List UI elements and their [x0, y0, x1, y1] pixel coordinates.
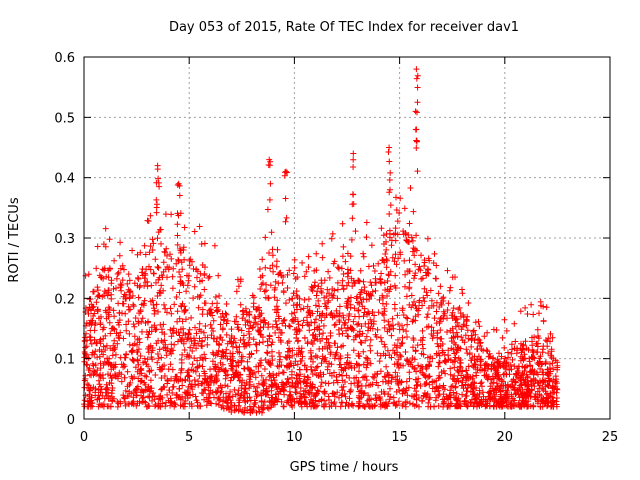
x-tick-label: 10: [286, 430, 303, 445]
chart-title: Day 053 of 2015, Rate Of TEC Index for r…: [169, 20, 519, 35]
y-tick-label: 0: [67, 413, 75, 428]
y-tick-label: 0.5: [54, 111, 75, 126]
x-tick-label: 0: [80, 430, 88, 445]
y-tick-label: 0.6: [54, 51, 75, 66]
y-tick-label: 0.1: [54, 353, 75, 368]
x-tick-label: 5: [185, 430, 193, 445]
axis-ticks: [83, 56, 611, 420]
y-tick-label: 0.2: [54, 292, 75, 307]
y-tick-label: 0.3: [54, 232, 75, 247]
data-points: [81, 66, 561, 416]
x-axis-label: GPS time / hours: [290, 460, 399, 475]
roti-scatter-points: [81, 66, 561, 416]
x-tick-label: 25: [602, 430, 619, 445]
y-axis-label: ROTI / TECUs: [7, 197, 22, 282]
x-tick-label: 20: [497, 430, 514, 445]
tick-labels: 0 0.1 0.2 0.3 0.4 0.5 0.6 0 5 10 15 20 25: [54, 51, 618, 445]
y-tick-label: 0.4: [54, 172, 75, 187]
x-tick-label: 15: [391, 430, 408, 445]
